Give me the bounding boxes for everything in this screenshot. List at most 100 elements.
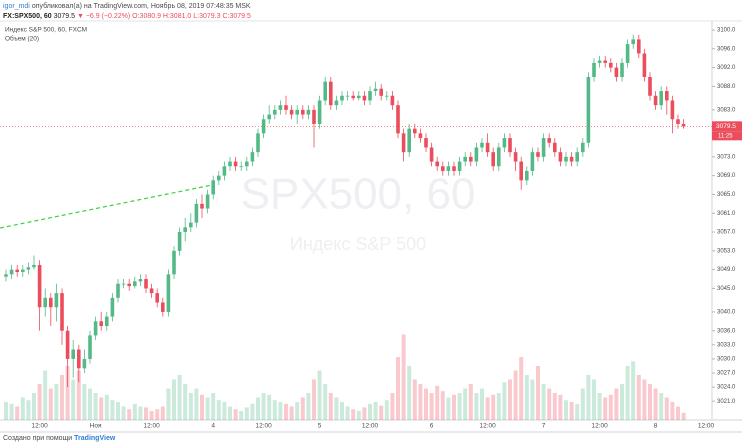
- candle-body: [177, 232, 182, 251]
- volume-bar: [306, 393, 311, 420]
- countdown-label: 11:25: [718, 133, 733, 139]
- volume-bar: [160, 406, 165, 420]
- volume-bar: [48, 388, 53, 420]
- candle-body: [553, 142, 557, 153]
- ohlc: O:3080.9 H:3081.0 L:3079.3 C:3079.5: [132, 13, 251, 20]
- candle-body: [306, 109, 311, 115]
- volume-bar: [676, 406, 680, 420]
- volume-bar: [452, 394, 456, 420]
- volume-bar: [362, 407, 367, 420]
- volume-bar: [670, 402, 675, 420]
- volume-bar: [88, 388, 92, 420]
- volume-bar: [71, 379, 76, 420]
- y-tick-label: 3024.0: [717, 385, 736, 391]
- y-tick-label: 3065.0: [717, 192, 736, 198]
- candle-body: [642, 53, 647, 77]
- volume-bar: [569, 402, 574, 420]
- volume-bar: [418, 384, 423, 420]
- volume-bar: [401, 334, 406, 420]
- volume-bar: [295, 402, 300, 420]
- candle-body: [183, 227, 187, 233]
- trend-line[interactable]: [0, 184, 213, 229]
- volume-bar: [552, 393, 557, 420]
- y-tick-label: 3092.0: [717, 65, 736, 71]
- candle-body: [161, 302, 165, 312]
- volume-bar: [519, 357, 524, 420]
- candle-body: [9, 269, 14, 275]
- volume-bar: [166, 388, 171, 420]
- candle-body: [205, 194, 210, 209]
- candle-body: [407, 128, 411, 153]
- volume-bar: [681, 412, 686, 420]
- volume-bar: [211, 393, 216, 420]
- candle-body: [334, 100, 339, 106]
- volume-bar: [334, 397, 339, 420]
- candle-body: [681, 123, 686, 127]
- candle-body: [530, 152, 535, 171]
- volume-bar: [536, 366, 540, 420]
- author[interactable]: igor_mdi: [3, 3, 30, 10]
- candle-body: [396, 105, 400, 134]
- footer-brand[interactable]: TradingView: [74, 435, 116, 442]
- candle-body: [441, 166, 445, 171]
- volume-bar: [155, 409, 160, 420]
- last-price-tag: [712, 121, 742, 132]
- y-tick-label: 3021.0: [717, 399, 736, 405]
- volume-bar: [20, 397, 25, 420]
- volume-bar: [244, 407, 249, 420]
- candle-body: [71, 349, 75, 359]
- candle-body: [502, 138, 507, 148]
- volume-bar: [463, 388, 468, 420]
- candle-body: [480, 142, 484, 148]
- candle-body: [603, 60, 607, 63]
- candle-body: [357, 95, 361, 99]
- candle-body: [200, 203, 204, 209]
- candle-body: [362, 95, 367, 101]
- candle-body: [233, 161, 238, 167]
- candle-body: [340, 95, 344, 101]
- candle-body: [609, 62, 613, 68]
- candle-body: [239, 166, 243, 168]
- volume-bar: [356, 411, 361, 420]
- candle-body: [401, 133, 406, 153]
- volume-bar: [659, 393, 664, 420]
- volume-bar: [60, 375, 64, 420]
- volume-bar: [541, 384, 546, 420]
- candle-body: [373, 88, 378, 92]
- footer-text: Создано при помощи TradingView: [3, 435, 116, 442]
- candle-body: [581, 142, 585, 153]
- volume-bar: [9, 403, 14, 420]
- x-tick-label: 12:00: [698, 423, 715, 430]
- volume-bar: [513, 370, 518, 420]
- volume-bar: [312, 379, 316, 420]
- volume-bar: [323, 384, 328, 420]
- volume-bar: [144, 407, 148, 420]
- candle-body: [149, 288, 154, 294]
- volume-bar: [390, 393, 395, 420]
- volume-bar: [496, 393, 501, 420]
- volume-bar: [43, 370, 48, 420]
- volume-bar: [407, 366, 412, 420]
- candle-body: [631, 39, 635, 45]
- candle-body: [614, 67, 619, 77]
- candle-body: [110, 297, 115, 317]
- y-tick-label: 3096.0: [717, 46, 736, 52]
- candle-body: [256, 133, 260, 153]
- volume-bar: [54, 384, 59, 420]
- volume-bar: [272, 400, 277, 420]
- candle-body: [261, 119, 266, 134]
- volume-bar: [15, 406, 20, 420]
- volume-bar: [278, 402, 283, 420]
- volume-bar: [636, 375, 641, 420]
- volume-bar: [429, 393, 434, 420]
- candle-body: [144, 279, 148, 289]
- y-tick-label: 3027.0: [717, 371, 736, 377]
- volume-bar: [446, 397, 451, 420]
- candle-body: [413, 128, 417, 134]
- candle-body: [284, 105, 288, 110]
- volume-bar: [457, 393, 462, 420]
- candle-body: [648, 76, 652, 96]
- candle-body: [485, 142, 490, 153]
- volume-bar: [379, 405, 384, 420]
- candle-body: [166, 274, 171, 312]
